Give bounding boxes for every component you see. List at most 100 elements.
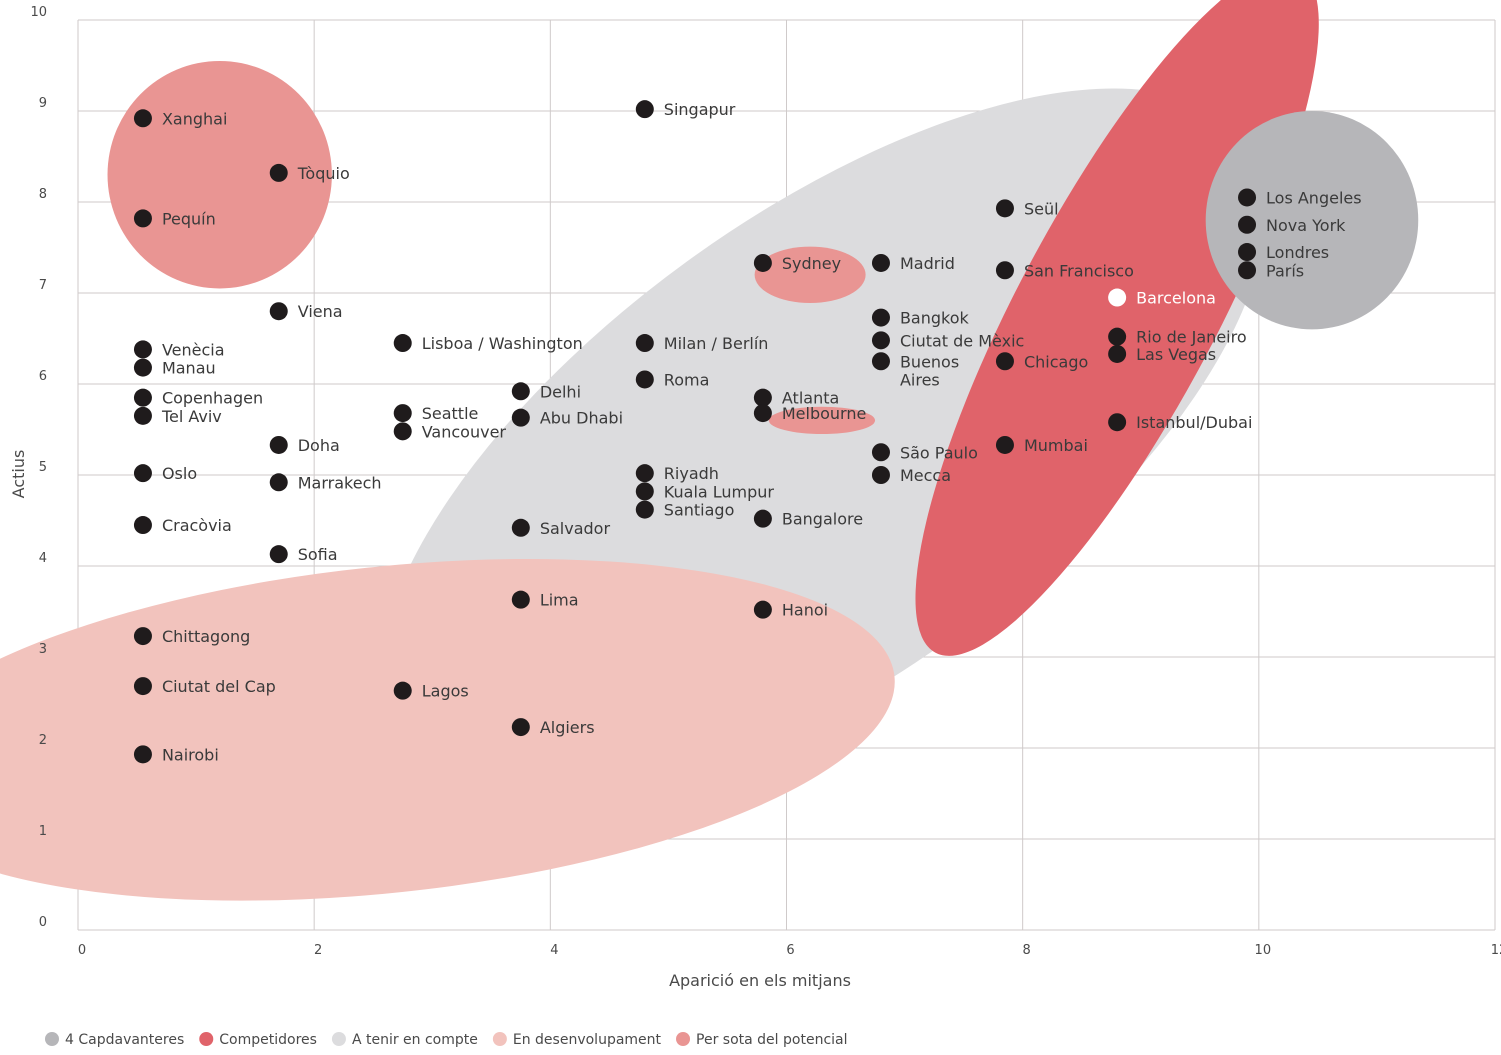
label-singapur: Singapur xyxy=(664,100,736,119)
label-nairobi: Nairobi xyxy=(162,745,219,764)
label-seattle: Seattle xyxy=(422,404,479,423)
point-bangkok xyxy=(871,308,890,327)
point-oslo xyxy=(133,464,152,483)
point-istanbul-dubai xyxy=(1108,413,1127,432)
label-salvador: Salvador xyxy=(540,519,611,538)
label-oslo: Oslo xyxy=(162,464,197,483)
point-roma xyxy=(635,370,654,389)
y-tick-label: 0 xyxy=(39,915,47,930)
label-sofia: Sofia xyxy=(298,545,338,564)
label-chittagong: Chittagong xyxy=(162,627,250,646)
label-algiers: Algiers xyxy=(540,718,595,737)
legend-label-capdavanteres: 4 Capdavanteres xyxy=(65,1032,184,1048)
legend-swatch-a-tenir-en-compte xyxy=(331,1032,346,1046)
region-per-sota-del-potencial xyxy=(754,246,866,304)
point-bangalore xyxy=(753,509,772,528)
point-ciutat-de-mexic xyxy=(871,331,890,350)
label-lima: Lima xyxy=(540,591,579,610)
label-copenhagen: Copenhagen xyxy=(162,389,263,408)
label-roma: Roma xyxy=(664,370,710,389)
y-tick-label: 5 xyxy=(39,460,47,475)
legend-label-en-desenvolupament: En desenvolupament xyxy=(513,1032,662,1048)
point-algiers xyxy=(511,718,530,737)
point-venecia xyxy=(133,340,152,359)
legend-label-per-sota-del-potencial: Per sota del potencial xyxy=(696,1032,847,1048)
x-tick-label: 4 xyxy=(550,943,558,958)
point-pequin xyxy=(133,209,152,228)
label-milan-berlin: Milan / Berlín xyxy=(664,334,769,353)
legend-swatch-per-sota-del-potencial xyxy=(676,1032,691,1046)
region-per-sota-del-potencial xyxy=(768,406,876,435)
label-vancouver: Vancouver xyxy=(422,422,507,441)
region-per-sota-del-potencial xyxy=(107,60,332,289)
y-tick-label: 9 xyxy=(39,96,47,111)
point-mumbai xyxy=(995,435,1014,454)
point-manau xyxy=(133,358,152,377)
label-delhi: Delhi xyxy=(540,382,581,401)
label-buenos-aires: Buenos Aires xyxy=(900,352,959,389)
axes: Aparició en els mitjans Actius 024681012… xyxy=(9,5,1501,990)
y-tick-label: 4 xyxy=(39,551,47,566)
x-tick-label: 6 xyxy=(786,943,794,958)
y-tick-label: 8 xyxy=(39,187,47,202)
label-abu-dhabi: Abu Dhabi xyxy=(540,409,623,428)
point-seattle xyxy=(393,404,412,423)
label-mumbai: Mumbai xyxy=(1024,436,1088,455)
point-san-francisco xyxy=(995,261,1014,280)
label-chicago: Chicago xyxy=(1024,352,1088,371)
legend-swatch-en-desenvolupament xyxy=(492,1032,507,1046)
group-regions xyxy=(0,0,1419,901)
point-lagos xyxy=(393,681,412,700)
point-santiago xyxy=(635,500,654,519)
point-atlanta xyxy=(753,388,772,407)
point-sofia xyxy=(269,545,288,564)
point-doha xyxy=(269,435,288,454)
point-kuala-lumpur xyxy=(635,482,654,501)
label-viena: Viena xyxy=(298,302,343,321)
label-lisboa-washington: Lisboa / Washington xyxy=(422,334,583,353)
point-toquio xyxy=(269,163,288,182)
label-sao-paulo: São Paulo xyxy=(900,443,978,462)
x-axis-title: Aparició en els mitjans xyxy=(669,971,851,990)
point-viena xyxy=(269,302,288,321)
label-ciutat-de-mexic: Ciutat de Mèxic xyxy=(900,331,1024,350)
label-doha: Doha xyxy=(298,436,340,455)
label-hanoi: Hanoi xyxy=(782,601,828,620)
label-kuala-lumpur: Kuala Lumpur xyxy=(664,482,775,501)
legend-swatch-competidores xyxy=(199,1032,214,1046)
legend-label-competidores: Competidores xyxy=(219,1032,317,1048)
x-tick-label: 12 xyxy=(1491,943,1501,958)
point-paris xyxy=(1238,261,1257,280)
point-ciutat-del-cap xyxy=(133,677,152,696)
point-sydney xyxy=(753,253,772,272)
label-barcelona: Barcelona xyxy=(1136,289,1216,308)
point-xanghai xyxy=(133,109,152,128)
point-milan-berlin xyxy=(635,334,654,353)
legend: 4 Capdavanteres Competidores A tenir en co… xyxy=(45,1032,848,1048)
point-singapur xyxy=(635,100,654,119)
point-nairobi xyxy=(133,745,152,764)
label-las-vegas: Las Vegas xyxy=(1136,345,1216,364)
label-xanghai: Xanghai xyxy=(162,109,227,128)
point-rio-de-janeiro xyxy=(1108,327,1127,346)
x-tick-label: 0 xyxy=(78,943,86,958)
point-cracovia xyxy=(133,516,152,535)
point-seul xyxy=(995,199,1014,218)
label-nova-york: Nova York xyxy=(1266,216,1346,235)
point-chittagong xyxy=(133,627,152,646)
label-londres: Londres xyxy=(1266,243,1329,262)
x-tick-label: 2 xyxy=(314,943,322,958)
region-en-desenvolupament xyxy=(0,558,895,901)
data-points: Xanghai Tòquio Pequín Singapur Viena Lisboa /… xyxy=(133,100,1362,764)
y-tick-label: 7 xyxy=(39,278,47,293)
point-riyadh xyxy=(635,464,654,483)
y-tick-label: 6 xyxy=(39,369,47,384)
label-bangalore: Bangalore xyxy=(782,510,863,529)
y-tick-label: 1 xyxy=(39,824,47,839)
label-lagos: Lagos xyxy=(422,682,469,701)
label-atlanta: Atlanta xyxy=(782,389,839,408)
label-seul: Seül xyxy=(1024,199,1059,218)
point-hanoi xyxy=(753,600,772,619)
